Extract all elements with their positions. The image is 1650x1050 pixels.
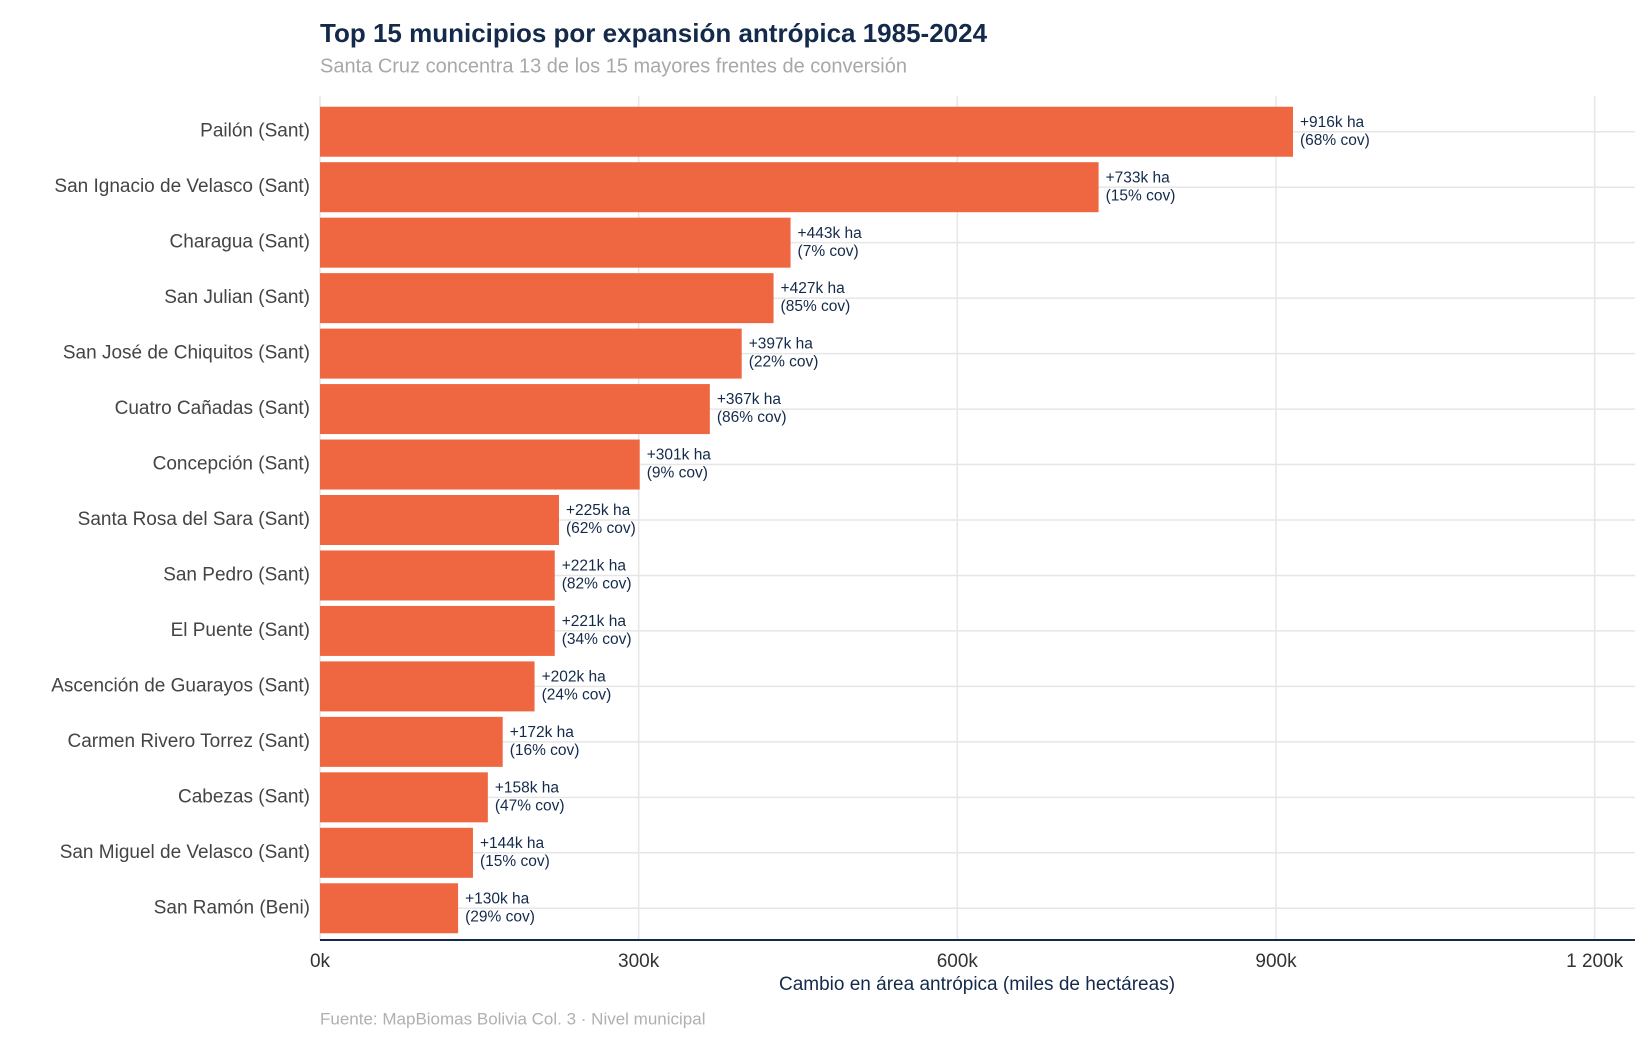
coverage-label: (7% cov) bbox=[798, 243, 859, 260]
coverage-label: (29% cov) bbox=[465, 908, 535, 925]
y-tick-label: Charagua (Sant) bbox=[170, 232, 310, 253]
bar bbox=[320, 827, 473, 878]
coverage-label: (9% cov) bbox=[647, 465, 708, 482]
bar bbox=[320, 273, 774, 324]
coverage-label: (62% cov) bbox=[566, 520, 636, 537]
coverage-label: (22% cov) bbox=[749, 354, 819, 371]
x-axis-title: Cambio en área antrópica (miles de hectá… bbox=[779, 974, 1175, 995]
bar bbox=[320, 439, 640, 490]
bar bbox=[320, 550, 555, 601]
bar bbox=[320, 605, 555, 656]
value-label: +144k ha bbox=[480, 835, 545, 852]
y-tick-label: Concepción (Sant) bbox=[153, 454, 310, 475]
y-tick-label: Santa Rosa del Sara (Sant) bbox=[78, 509, 310, 530]
y-tick-label: San Julian (Sant) bbox=[164, 287, 310, 308]
chart-title: Top 15 municipios por expansión antrópic… bbox=[320, 18, 988, 48]
y-tick-label: Carmen Rivero Torrez (Sant) bbox=[67, 731, 310, 752]
bar bbox=[320, 772, 488, 823]
coverage-label: (16% cov) bbox=[510, 742, 580, 759]
value-label: +916k ha bbox=[1300, 114, 1365, 131]
bar bbox=[320, 495, 559, 545]
y-tick-label: El Puente (Sant) bbox=[171, 620, 310, 641]
source-note: Fuente: MapBiomas Bolivia Col. 3 · Nivel… bbox=[320, 1009, 706, 1028]
value-label: +733k ha bbox=[1106, 169, 1171, 186]
y-tick-label: Cabezas (Sant) bbox=[178, 786, 310, 807]
coverage-label: (34% cov) bbox=[562, 631, 632, 648]
coverage-label: (15% cov) bbox=[1106, 187, 1176, 204]
value-label: +130k ha bbox=[465, 890, 530, 907]
x-tick-label: 0k bbox=[310, 951, 331, 972]
coverage-label: (47% cov) bbox=[495, 797, 565, 814]
y-tick-label: San Miguel de Velasco (Sant) bbox=[60, 842, 310, 863]
bar bbox=[320, 716, 503, 767]
x-tick-label: 900k bbox=[1255, 951, 1297, 972]
coverage-label: (82% cov) bbox=[562, 576, 632, 593]
value-label: +427k ha bbox=[781, 280, 846, 297]
bar bbox=[320, 217, 791, 268]
value-label: +443k ha bbox=[798, 225, 863, 242]
value-label: +221k ha bbox=[562, 558, 627, 575]
chart-subtitle: Santa Cruz concentra 13 de los 15 mayore… bbox=[320, 55, 907, 77]
bar bbox=[320, 106, 1293, 157]
bar bbox=[320, 384, 710, 435]
x-tick-label: 600k bbox=[937, 951, 979, 972]
y-tick-label: Cuatro Cañadas (Sant) bbox=[115, 398, 310, 419]
coverage-label: (68% cov) bbox=[1300, 132, 1370, 149]
value-label: +397k ha bbox=[749, 336, 814, 353]
value-label: +158k ha bbox=[495, 779, 560, 796]
coverage-label: (24% cov) bbox=[542, 686, 612, 703]
coverage-label: (85% cov) bbox=[781, 298, 851, 315]
value-label: +221k ha bbox=[562, 613, 627, 630]
y-tick-label: Ascención de Guarayos (Sant) bbox=[51, 675, 310, 696]
value-label: +301k ha bbox=[647, 447, 712, 464]
value-label: +172k ha bbox=[510, 724, 575, 741]
value-label: +202k ha bbox=[542, 668, 607, 685]
y-tick-label: San Ignacio de Velasco (Sant) bbox=[54, 176, 310, 197]
x-tick-label: 300k bbox=[618, 951, 660, 972]
y-tick-label: Pailón (Sant) bbox=[200, 121, 310, 142]
value-label: +225k ha bbox=[566, 502, 631, 519]
coverage-label: (15% cov) bbox=[480, 853, 550, 870]
value-label: +367k ha bbox=[717, 391, 782, 408]
bar bbox=[320, 162, 1099, 213]
bar bbox=[320, 883, 459, 934]
bar bbox=[320, 661, 535, 712]
bar bbox=[320, 328, 742, 379]
y-tick-label: San Ramón (Beni) bbox=[154, 897, 310, 918]
y-tick-label: San José de Chiquitos (Sant) bbox=[63, 343, 310, 364]
coverage-label: (86% cov) bbox=[717, 409, 787, 426]
y-tick-label: San Pedro (Sant) bbox=[163, 564, 310, 585]
x-tick-label: 1 200k bbox=[1566, 951, 1624, 972]
